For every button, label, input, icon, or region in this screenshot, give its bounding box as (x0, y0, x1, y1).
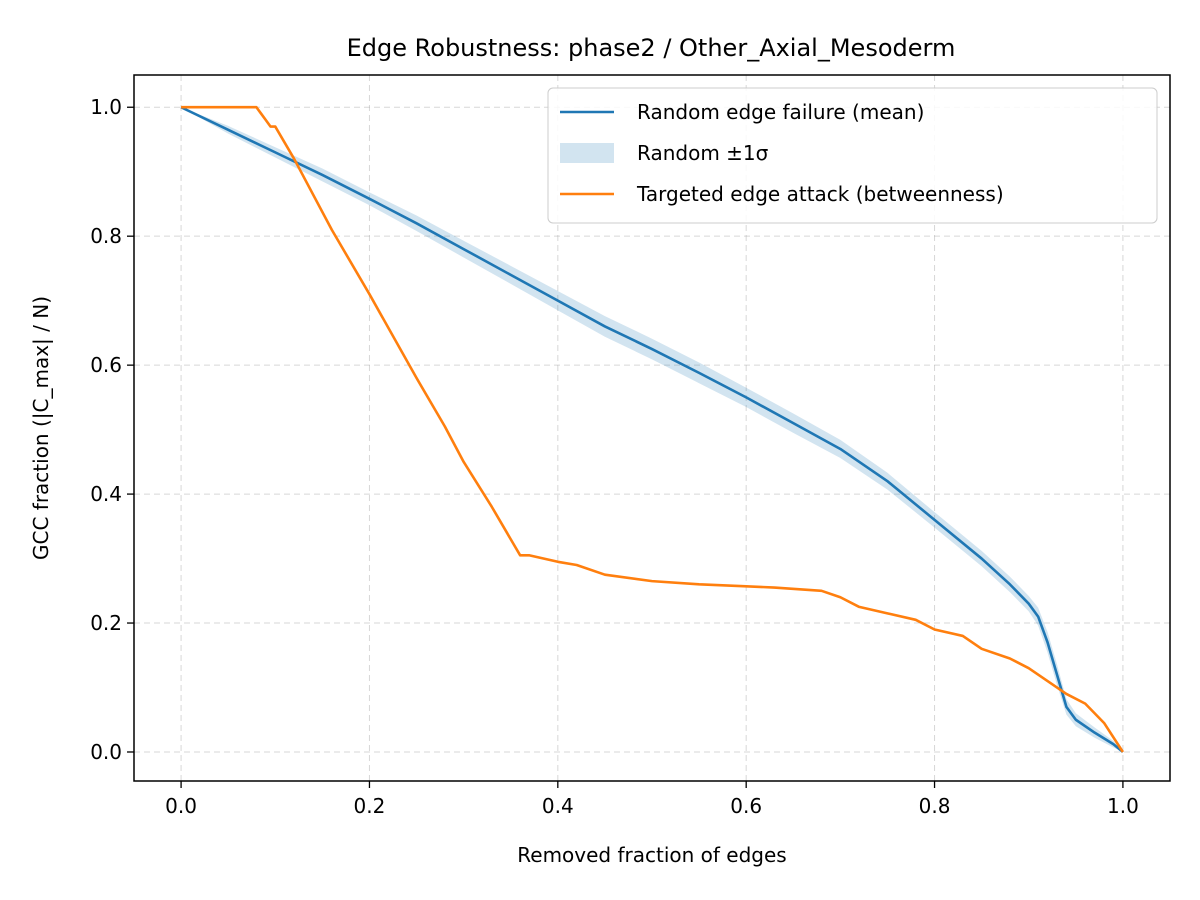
x-tick-label: 0.4 (542, 794, 574, 818)
x-axis-title: Removed fraction of edges (517, 843, 786, 867)
legend-label: Random edge failure (mean) (637, 100, 924, 124)
legend-label: Random ±1σ (637, 141, 769, 165)
x-axis: 0.0 0.2 0.4 0.6 0.8 1.0 (165, 781, 1139, 818)
x-tick-label: 0.6 (730, 794, 762, 818)
y-tick-label: 0.2 (90, 611, 122, 635)
y-tick-label: 0.8 (90, 224, 122, 248)
series-layer (180, 105, 1124, 753)
plot-frame (133, 74, 1171, 782)
y-axis-title: GCC fraction (|C_max| / N) (29, 296, 53, 560)
legend-swatch-band (560, 143, 614, 163)
legend-label: Targeted edge attack (betweenness) (636, 182, 1004, 206)
y-tick-label: 0.0 (90, 740, 122, 764)
y-tick-label: 1.0 (90, 95, 122, 119)
legend-box (547, 87, 1158, 224)
y-tick-label: 0.4 (90, 482, 122, 506)
x-tick-label: 0.0 (165, 794, 197, 818)
x-tick-label: 1.0 (1107, 794, 1139, 818)
y-tick-label: 0.6 (90, 353, 122, 377)
chart-title: Edge Robustness: phase2 / Other_Axial_Me… (347, 34, 956, 62)
legend: Random edge failure (mean) Random ±1σ Targ… (547, 87, 1158, 224)
targeted-attack-line (181, 105, 1124, 753)
x-tick-label: 0.8 (919, 794, 951, 818)
y-axis: 0.0 0.2 0.4 0.6 0.8 1.0 (90, 95, 134, 764)
x-tick-label: 0.2 (354, 794, 386, 818)
